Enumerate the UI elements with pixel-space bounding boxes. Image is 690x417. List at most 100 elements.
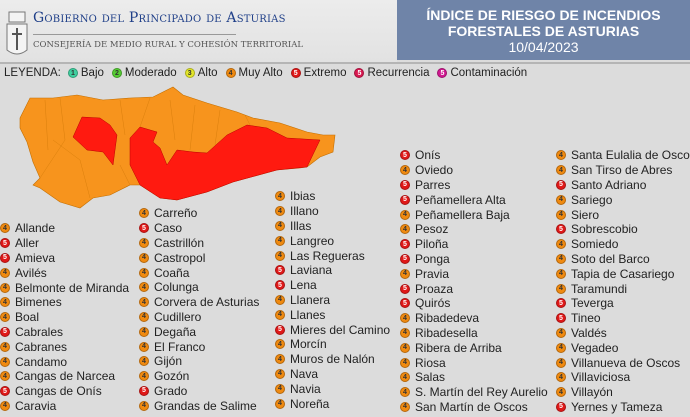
risk-level-icon: 4 (0, 282, 10, 293)
municipality-name: Oviedo (415, 163, 454, 178)
legend: LEYENDA: 1 Bajo 2 Moderado 3 Alto 4 Muy Alto 5 Ex… (4, 67, 527, 79)
municipality-item: 4 Llanes (275, 307, 390, 322)
legend-item-label: Muy Alto (238, 67, 283, 79)
risk-level-icon: 5 (400, 194, 410, 205)
municipality-item: 4 Pesoz (400, 222, 548, 237)
municipality-item: 4 Castropol (139, 250, 259, 265)
risk-level-icon: 5 (556, 313, 566, 324)
municipality-name: Taramundi (571, 281, 628, 296)
municipality-name: Cudillero (154, 309, 202, 324)
legend-item: 5 Recurrencia (354, 67, 429, 79)
municipality-name: Peñamellera Alta (415, 192, 506, 207)
municipality-item: 4 Salas (400, 370, 548, 385)
municipality-item: 5 Laviana (275, 263, 390, 278)
municipality-name: Ponga (415, 251, 450, 266)
municipality-name: Boal (15, 310, 40, 325)
municipality-item: 4 Oviedo (400, 163, 548, 178)
legend-item-label: Alto (197, 67, 218, 79)
risk-level-icon: 5 (0, 386, 10, 397)
risk-level-icon: 5 (400, 298, 410, 309)
map-region-extreme-east (129, 124, 321, 201)
municipality-item: 4 Valdés (556, 326, 690, 341)
municipality-item: 4 Ibias (275, 189, 390, 204)
legend-item: 5 Extremo (290, 67, 346, 79)
municipality-item: 4 Morcín (275, 337, 390, 352)
municipality-item: 5 Mieres del Camino (275, 322, 390, 337)
level-badge-icon: 5 (290, 68, 301, 78)
risk-level-icon: 5 (556, 298, 566, 309)
risk-level-icon: 4 (275, 294, 285, 305)
municipality-item: 4 Allande (0, 221, 129, 236)
municipality-item: 4 Soto del Barco (556, 252, 690, 267)
risk-level-icon: 4 (0, 341, 10, 352)
municipality-item: 4 Nava (275, 367, 390, 382)
municipality-item: 4 Riosa (400, 355, 548, 370)
risk-level-icon: 4 (556, 253, 566, 264)
municipality-item: 4 Sariego (556, 192, 690, 207)
municipality-name: Colunga (154, 280, 199, 295)
asturias-risk-map (19, 86, 336, 209)
municipality-item: 4 Coaña (139, 265, 259, 280)
legend-item-label: Moderado (124, 67, 177, 79)
risk-level-icon: 4 (139, 208, 149, 219)
municipality-name: Muros de Nalón (290, 352, 375, 367)
risk-level-icon: 4 (0, 371, 10, 382)
municipality-item: 5 Proaza (400, 281, 548, 296)
risk-level-icon: 5 (556, 179, 566, 190)
municipality-item: 4 Taramundi (556, 281, 690, 296)
risk-level-icon: 4 (400, 165, 410, 176)
municipality-item: 4 Vegadeo (556, 340, 690, 355)
municipality-item: 5 Lena (275, 278, 390, 293)
municipality-name: Parres (415, 177, 451, 192)
risk-level-icon: 4 (0, 297, 10, 308)
municipality-item: 4 San Martín de Oscos (400, 400, 548, 415)
municipality-item: 5 Teverga (556, 296, 690, 311)
municipality-name: San Martín de Oscos (415, 399, 528, 414)
risk-level-icon: 4 (400, 209, 410, 220)
municipality-name: Ribadesella (415, 325, 478, 340)
municipality-item: 5 Tineo (556, 311, 690, 326)
risk-level-icon: 4 (275, 235, 285, 246)
municipality-item: 4 Siero (556, 207, 690, 222)
municipality-item: 4 Gozón (139, 369, 259, 384)
risk-level-icon: 4 (0, 267, 10, 278)
municipality-name: Yernes y Tameza (571, 399, 663, 414)
municipality-item: 4 Boal (0, 310, 129, 325)
risk-level-icon: 4 (275, 191, 285, 202)
municipality-name: Valdés (571, 325, 607, 340)
municipality-name: Bimenes (15, 295, 62, 310)
risk-level-icon: 4 (0, 223, 10, 234)
municipality-name: Illas (290, 218, 312, 233)
municipality-name: Grandas de Salime (154, 398, 257, 413)
municipality-item: 4 Villanueva de Oscos (556, 355, 690, 370)
risk-level-icon: 4 (556, 327, 566, 338)
municipality-name: Gijón (154, 354, 183, 369)
level-badge-icon: 5 (437, 68, 448, 78)
risk-level-icon: 5 (0, 238, 10, 249)
risk-level-icon: 5 (400, 283, 410, 294)
level-badge-icon: 5 (354, 68, 365, 78)
risk-level-icon: 4 (556, 239, 566, 250)
risk-level-icon: 4 (556, 357, 566, 368)
risk-level-icon: 4 (139, 400, 149, 411)
risk-level-icon: 4 (400, 357, 410, 368)
risk-level-icon: 5 (275, 280, 285, 291)
municipality-item: 5 Cangas de Onís (0, 384, 129, 399)
title-line-1: ÍNDICE DE RIESGO DE INCENDIOS (426, 7, 661, 23)
municipality-name: Gozón (154, 369, 190, 384)
legend-item-label: Bajo (80, 67, 104, 79)
municipality-name: Peñamellera Baja (415, 207, 510, 222)
municipality-name: Degaña (154, 324, 197, 339)
municipality-item: 5 Aller (0, 236, 129, 251)
government-name: Gobierno del Principado de Asturias (33, 10, 286, 26)
municipality-column: 4 Ibias 4 Illano 4 Illas 4 Langreo 4 Las Regueras… (275, 189, 390, 411)
municipality-item: 4 Langreo (275, 233, 390, 248)
municipality-item: 4 Candamo (0, 354, 129, 369)
risk-level-icon: 4 (400, 327, 410, 338)
municipality-item: 4 Cabranes (0, 339, 129, 354)
municipality-item: 4 Ribadedeva (400, 311, 548, 326)
risk-level-icon: 4 (275, 250, 285, 261)
municipality-name: Siero (571, 207, 600, 222)
municipality-item: 5 Grado (139, 384, 259, 399)
risk-level-icon: 5 (400, 239, 410, 250)
